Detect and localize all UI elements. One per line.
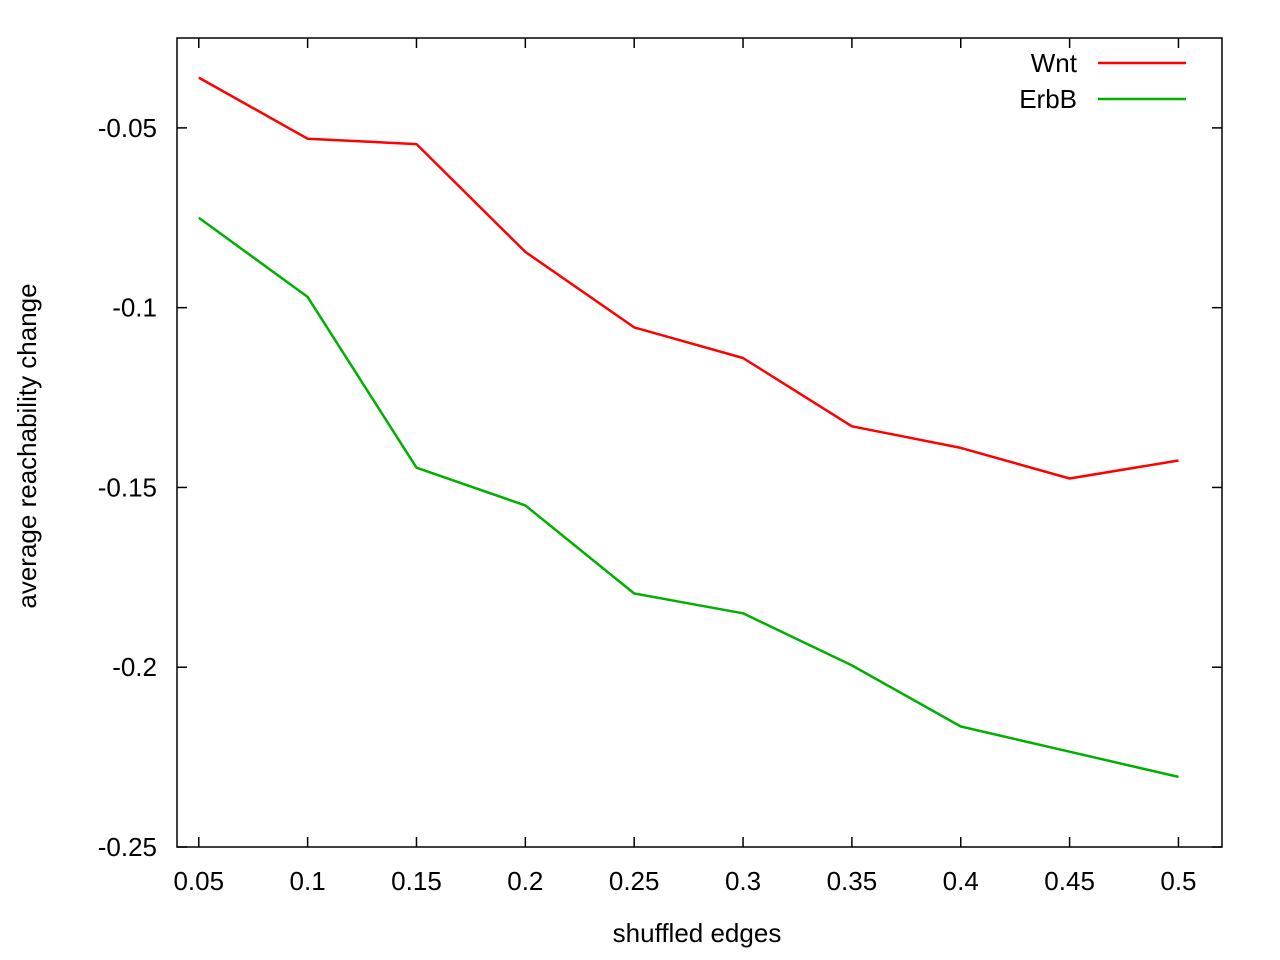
plot-frame bbox=[176, 37, 1223, 848]
y-tick-label: -0.05 bbox=[98, 113, 157, 143]
x-axis: 0.05 0.1 0.15 0.2 0.25 0.3 0.35 0.4 0.45 0.5 bbox=[173, 38, 1197, 896]
y-axis: -0.05 -0.1 -0.15 -0.2 -0.25 bbox=[98, 113, 1222, 862]
x-tick-label: 0.5 bbox=[1160, 866, 1196, 896]
y-axis-label: average reachability change bbox=[12, 283, 42, 608]
x-tick-label: 0.35 bbox=[827, 866, 878, 896]
x-tick-label: 0.25 bbox=[609, 866, 660, 896]
y-tick-label: -0.15 bbox=[98, 472, 157, 502]
y-tick-label: -0.25 bbox=[98, 832, 157, 862]
series-line-wnt bbox=[198, 76, 1179, 480]
series-line-erbb bbox=[198, 216, 1179, 779]
legend-label-wnt: Wnt bbox=[1031, 48, 1078, 78]
x-tick-label: 0.3 bbox=[725, 866, 761, 896]
x-tick-label: 0.05 bbox=[173, 866, 224, 896]
x-tick-label: 0.4 bbox=[943, 866, 979, 896]
x-tick-label: 0.2 bbox=[507, 866, 543, 896]
y-tick-label: -0.1 bbox=[112, 293, 157, 323]
legend: Wnt ErbB bbox=[1019, 48, 1186, 114]
y-tick-label: -0.2 bbox=[112, 652, 157, 682]
legend-label-erbb: ErbB bbox=[1019, 84, 1077, 114]
series-layer bbox=[198, 76, 1179, 779]
x-axis-label: shuffled edges bbox=[613, 918, 782, 948]
x-tick-label: 0.15 bbox=[391, 866, 442, 896]
x-tick-label: 0.45 bbox=[1044, 866, 1095, 896]
x-tick-label: 0.1 bbox=[290, 866, 326, 896]
